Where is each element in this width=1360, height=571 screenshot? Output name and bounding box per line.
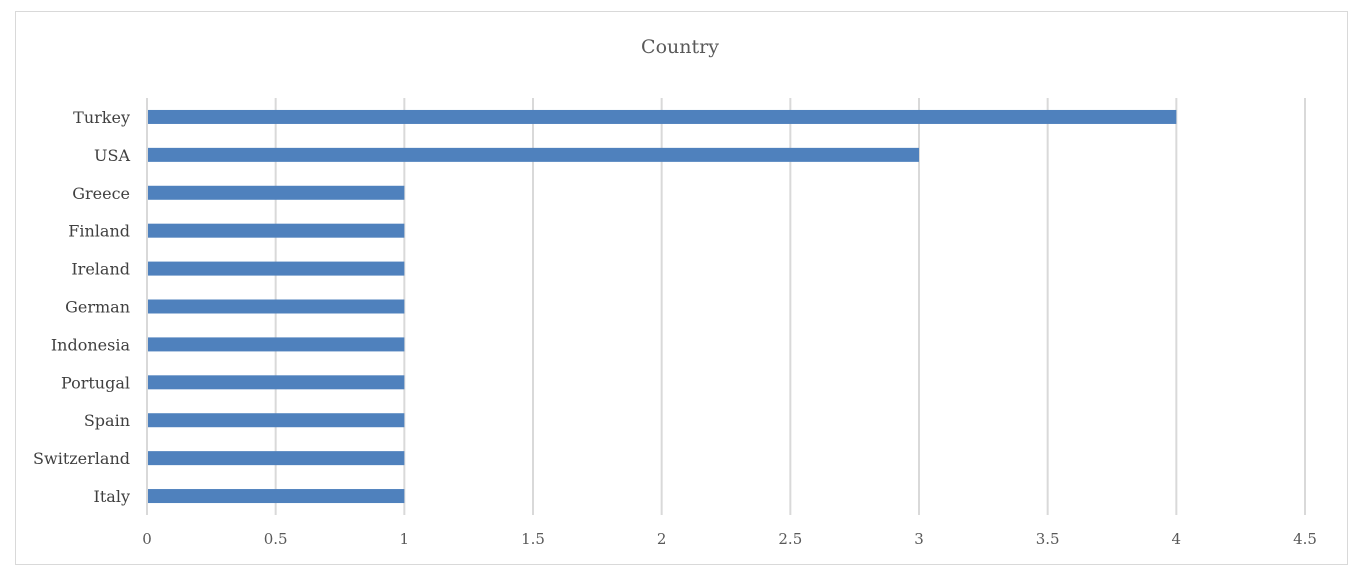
- bar-switzerland: [148, 451, 405, 466]
- bar-german: [148, 299, 405, 314]
- x-tick-label-8: 4: [1172, 530, 1182, 548]
- x-tick-label-9: 4.5: [1293, 530, 1317, 548]
- bar-turkey: [148, 109, 1177, 124]
- category-label-turkey: Turkey: [73, 108, 130, 127]
- category-label-german: German: [65, 298, 130, 317]
- category-label-portugal: Portugal: [61, 373, 130, 392]
- bars: [148, 109, 1177, 504]
- x-tick-label-5: 2.5: [778, 530, 802, 548]
- chart-area: [15, 11, 1348, 565]
- category-label-finland: Finland: [68, 222, 130, 241]
- x-axis-tick-labels: 0 0.5 1 1.5 2 2.5 3 3.5 4 4.5: [142, 530, 1317, 548]
- x-tick-label-1: 0.5: [264, 530, 288, 548]
- bar-indonesia: [148, 337, 405, 352]
- category-labels: Turkey USA Greece Finland Ireland German Indon…: [33, 108, 130, 506]
- bar-finland: [148, 223, 405, 238]
- category-label-usa: USA: [94, 146, 130, 165]
- category-label-spain: Spain: [84, 411, 130, 430]
- category-label-greece: Greece: [72, 184, 130, 203]
- bar-greece: [148, 185, 405, 200]
- bar-ireland: [148, 261, 405, 276]
- category-label-ireland: Ireland: [71, 260, 130, 279]
- bar-spain: [148, 413, 405, 428]
- category-label-switzerland: Switzerland: [33, 449, 130, 468]
- category-label-indonesia: Indonesia: [51, 335, 131, 354]
- bar-usa: [148, 147, 919, 162]
- chart-title: Country: [641, 36, 719, 58]
- x-tick-label-2: 1: [400, 530, 410, 548]
- x-tick-label-6: 3: [914, 530, 924, 548]
- bar-italy: [148, 489, 405, 504]
- x-tick-label-3: 1.5: [521, 530, 545, 548]
- x-tick-label-7: 3.5: [1036, 530, 1060, 548]
- x-tick-label-0: 0: [142, 530, 152, 548]
- x-tick-label-4: 2: [657, 530, 667, 548]
- bar-portugal: [148, 375, 405, 390]
- category-label-italy: Italy: [94, 487, 130, 506]
